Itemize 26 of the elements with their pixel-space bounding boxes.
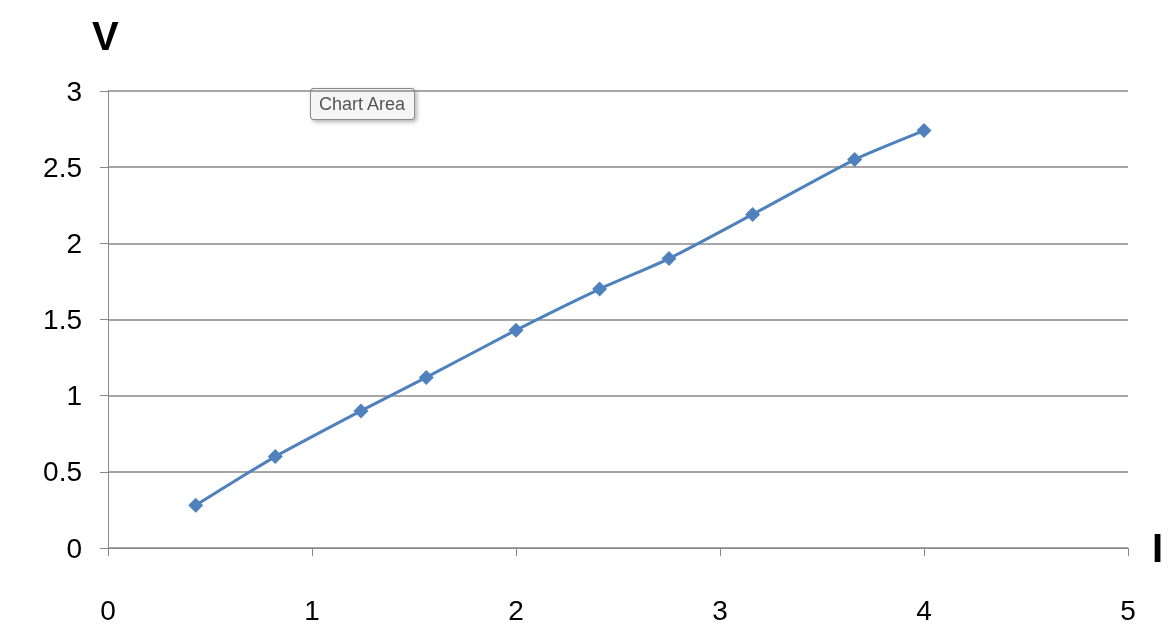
x-tick-label: 4 [916, 594, 932, 626]
x-tick-label: 2 [508, 594, 524, 626]
x-tick-label: 3 [712, 594, 728, 626]
point [353, 403, 369, 419]
point [508, 322, 524, 338]
y-tick-label: 2.5 [43, 151, 82, 183]
y-tick-label: 3 [66, 75, 82, 107]
point [592, 281, 608, 297]
y-axis-title: V [92, 14, 119, 58]
y-tick-label: 1.5 [43, 304, 82, 335]
point [188, 497, 204, 513]
point [418, 369, 434, 385]
x-axis-title: I [1152, 526, 1164, 570]
y-tick-label: 2 [66, 227, 82, 259]
point [847, 152, 863, 168]
point [916, 123, 932, 139]
x-tick-label: 0 [100, 594, 116, 626]
y-tick-label: 1 [66, 380, 82, 412]
point [661, 251, 677, 267]
point [745, 206, 761, 222]
point [267, 449, 283, 465]
x-tick-label: 5 [1120, 594, 1136, 626]
y-tick-label: 0 [66, 532, 82, 564]
y-tick-label: 0.5 [43, 456, 82, 488]
annotation: Chart Area [319, 94, 407, 114]
x-tick-label: 1 [304, 594, 320, 626]
